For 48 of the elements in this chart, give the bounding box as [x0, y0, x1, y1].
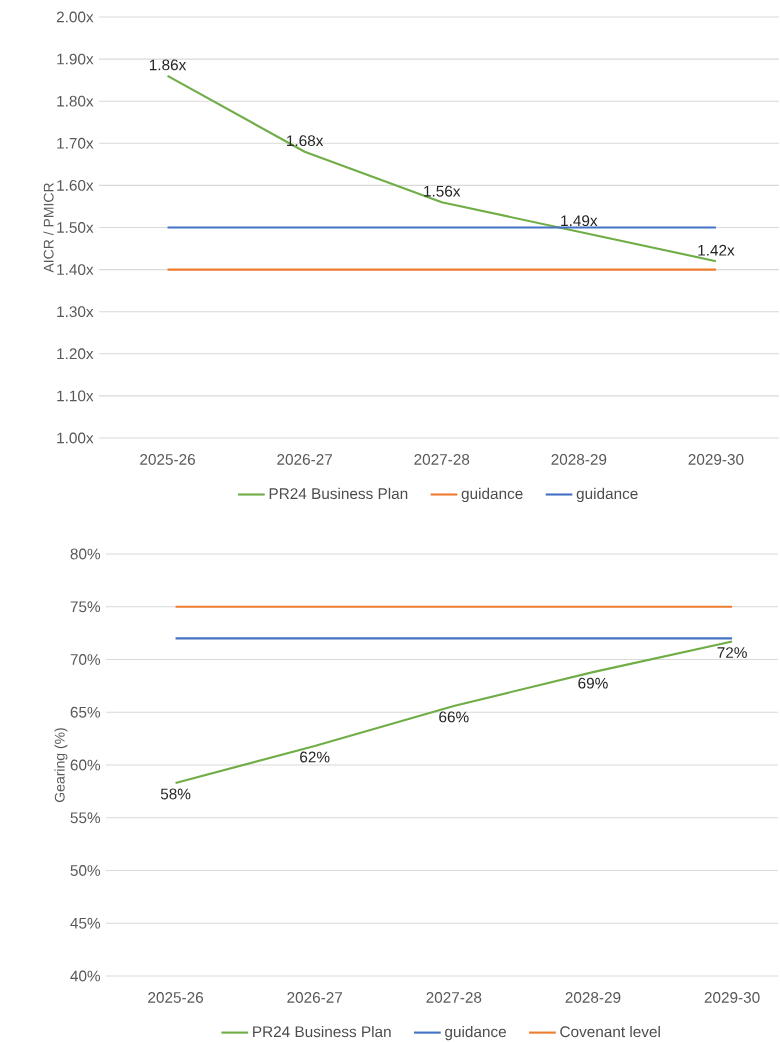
y-tick-label: 2.00x: [56, 11, 94, 23]
y-tick-label: 65%: [70, 706, 101, 718]
y-tick-label: 1.40x: [57, 264, 94, 276]
x-tick-label: 2026-27: [287, 992, 343, 1003]
legend-label: PR24 Business Plan: [269, 487, 408, 500]
data-label: 62%: [300, 751, 330, 763]
x-tick-label: 2028-29: [551, 454, 607, 465]
y-tick-label: 80%: [70, 548, 101, 560]
x-tick-label: 2029-30: [688, 454, 744, 465]
y-tick-label: 1.90x: [57, 53, 94, 65]
y-tick-label: 45%: [70, 917, 101, 929]
data-label: 1.49x: [561, 215, 598, 227]
y-axis-title: Gearing (%): [54, 728, 68, 803]
y-tick-label: 50%: [70, 865, 101, 876]
legend-label: Covenant level: [560, 1025, 660, 1038]
y-tick-label: 1.60x: [57, 179, 94, 191]
legend-label: guidance: [461, 487, 523, 503]
data-label: 1.86x: [149, 59, 187, 71]
x-tick-label: 2026-27: [277, 454, 332, 465]
y-tick-label: 40%: [70, 970, 101, 982]
y-tick-label: 1.10x: [57, 390, 94, 402]
data-label: 1.56x: [424, 185, 461, 197]
y-tick-label: 1.70x: [57, 137, 94, 149]
legend-label: PR24 Business Plan: [253, 1025, 391, 1038]
data-label: 66%: [439, 711, 469, 723]
y-tick-label: 60%: [70, 759, 101, 771]
y-tick-label: 1.50x: [57, 222, 94, 233]
x-tick-label: 2028-29: [565, 992, 621, 1003]
x-tick-label: 2027-28: [414, 454, 470, 465]
data-label: 69%: [578, 677, 608, 689]
y-tick-label: 55%: [70, 812, 101, 824]
y-axis-title: AICR / PMICR: [43, 183, 54, 273]
data-label: 72%: [717, 647, 747, 658]
y-tick-label: 1.30x: [57, 306, 94, 318]
legend-label: guidance: [576, 487, 638, 503]
data-label: 58%: [160, 788, 191, 800]
legend-label: guidance: [445, 1025, 506, 1041]
y-tick-label: 70%: [70, 654, 101, 665]
x-tick-label: 2025-26: [148, 992, 203, 1003]
data-label: 1.68x: [287, 135, 324, 147]
x-tick-label: 2029-30: [704, 992, 760, 1003]
x-tick-label: 2027-28: [426, 992, 482, 1003]
x-tick-label: 2025-26: [140, 454, 195, 465]
y-tick-label: 1.80x: [57, 95, 94, 107]
y-tick-label: 1.20x: [57, 348, 94, 360]
data-label: 1.42x: [698, 244, 735, 256]
y-tick-label: 1.00x: [57, 432, 94, 444]
y-tick-label: 75%: [70, 601, 101, 613]
